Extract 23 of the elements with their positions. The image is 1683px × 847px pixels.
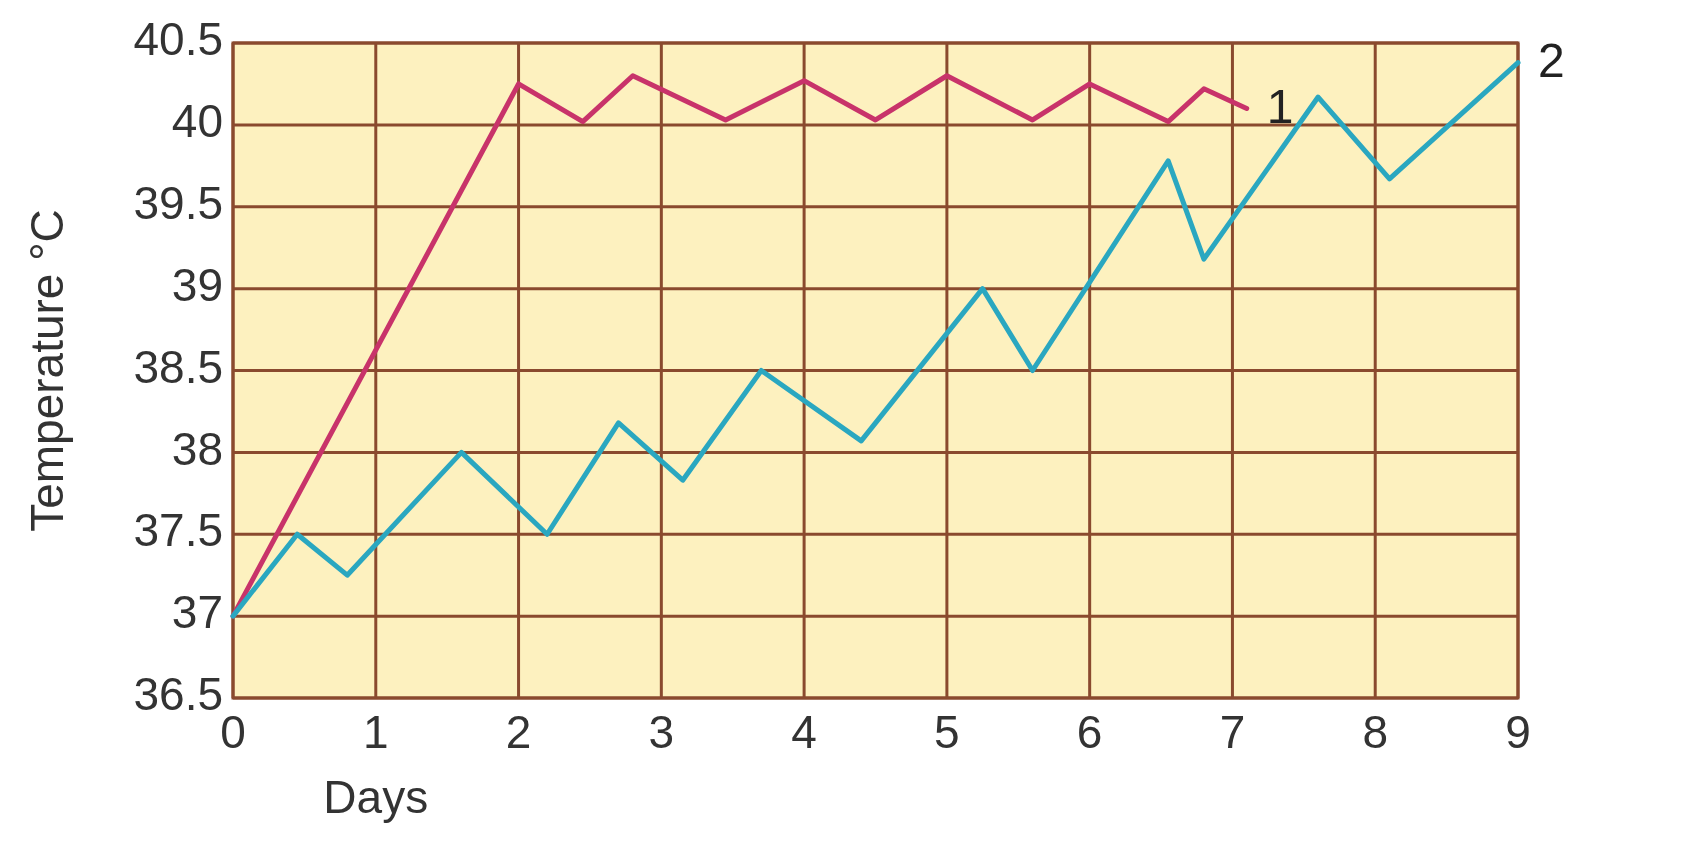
y-tick-label: 40: [171, 95, 223, 148]
x-tick-label: 9: [1505, 706, 1531, 758]
x-tick-label: 8: [1362, 706, 1389, 758]
y-tick-label: 38: [171, 422, 223, 475]
series-label: 1: [1266, 80, 1294, 134]
y-tick-label: 39: [171, 258, 223, 311]
y-tick-label: 36.5: [133, 668, 223, 721]
x-tick-label: 0: [220, 706, 246, 758]
x-tick-label: 1: [362, 706, 389, 758]
x-tick-label: 7: [1219, 706, 1246, 758]
y-tick-label: 37.5: [133, 504, 223, 557]
x-tick-label: 3: [648, 706, 675, 758]
series-label: 2: [1538, 34, 1565, 88]
x-tick-label: 2: [505, 706, 532, 758]
x-tick-label: 6: [1076, 706, 1103, 758]
y-tick-label: 38.5: [133, 340, 223, 393]
x-tick-label: 5: [934, 706, 960, 758]
y-tick-label: 40.5: [133, 13, 223, 66]
x-axis-title: Days: [323, 771, 429, 823]
y-tick-label: 37: [171, 586, 223, 639]
x-tick-label: 4: [791, 706, 817, 758]
y-axis-title: Temperature °C: [21, 209, 73, 532]
y-tick-label: 39.5: [133, 176, 223, 229]
